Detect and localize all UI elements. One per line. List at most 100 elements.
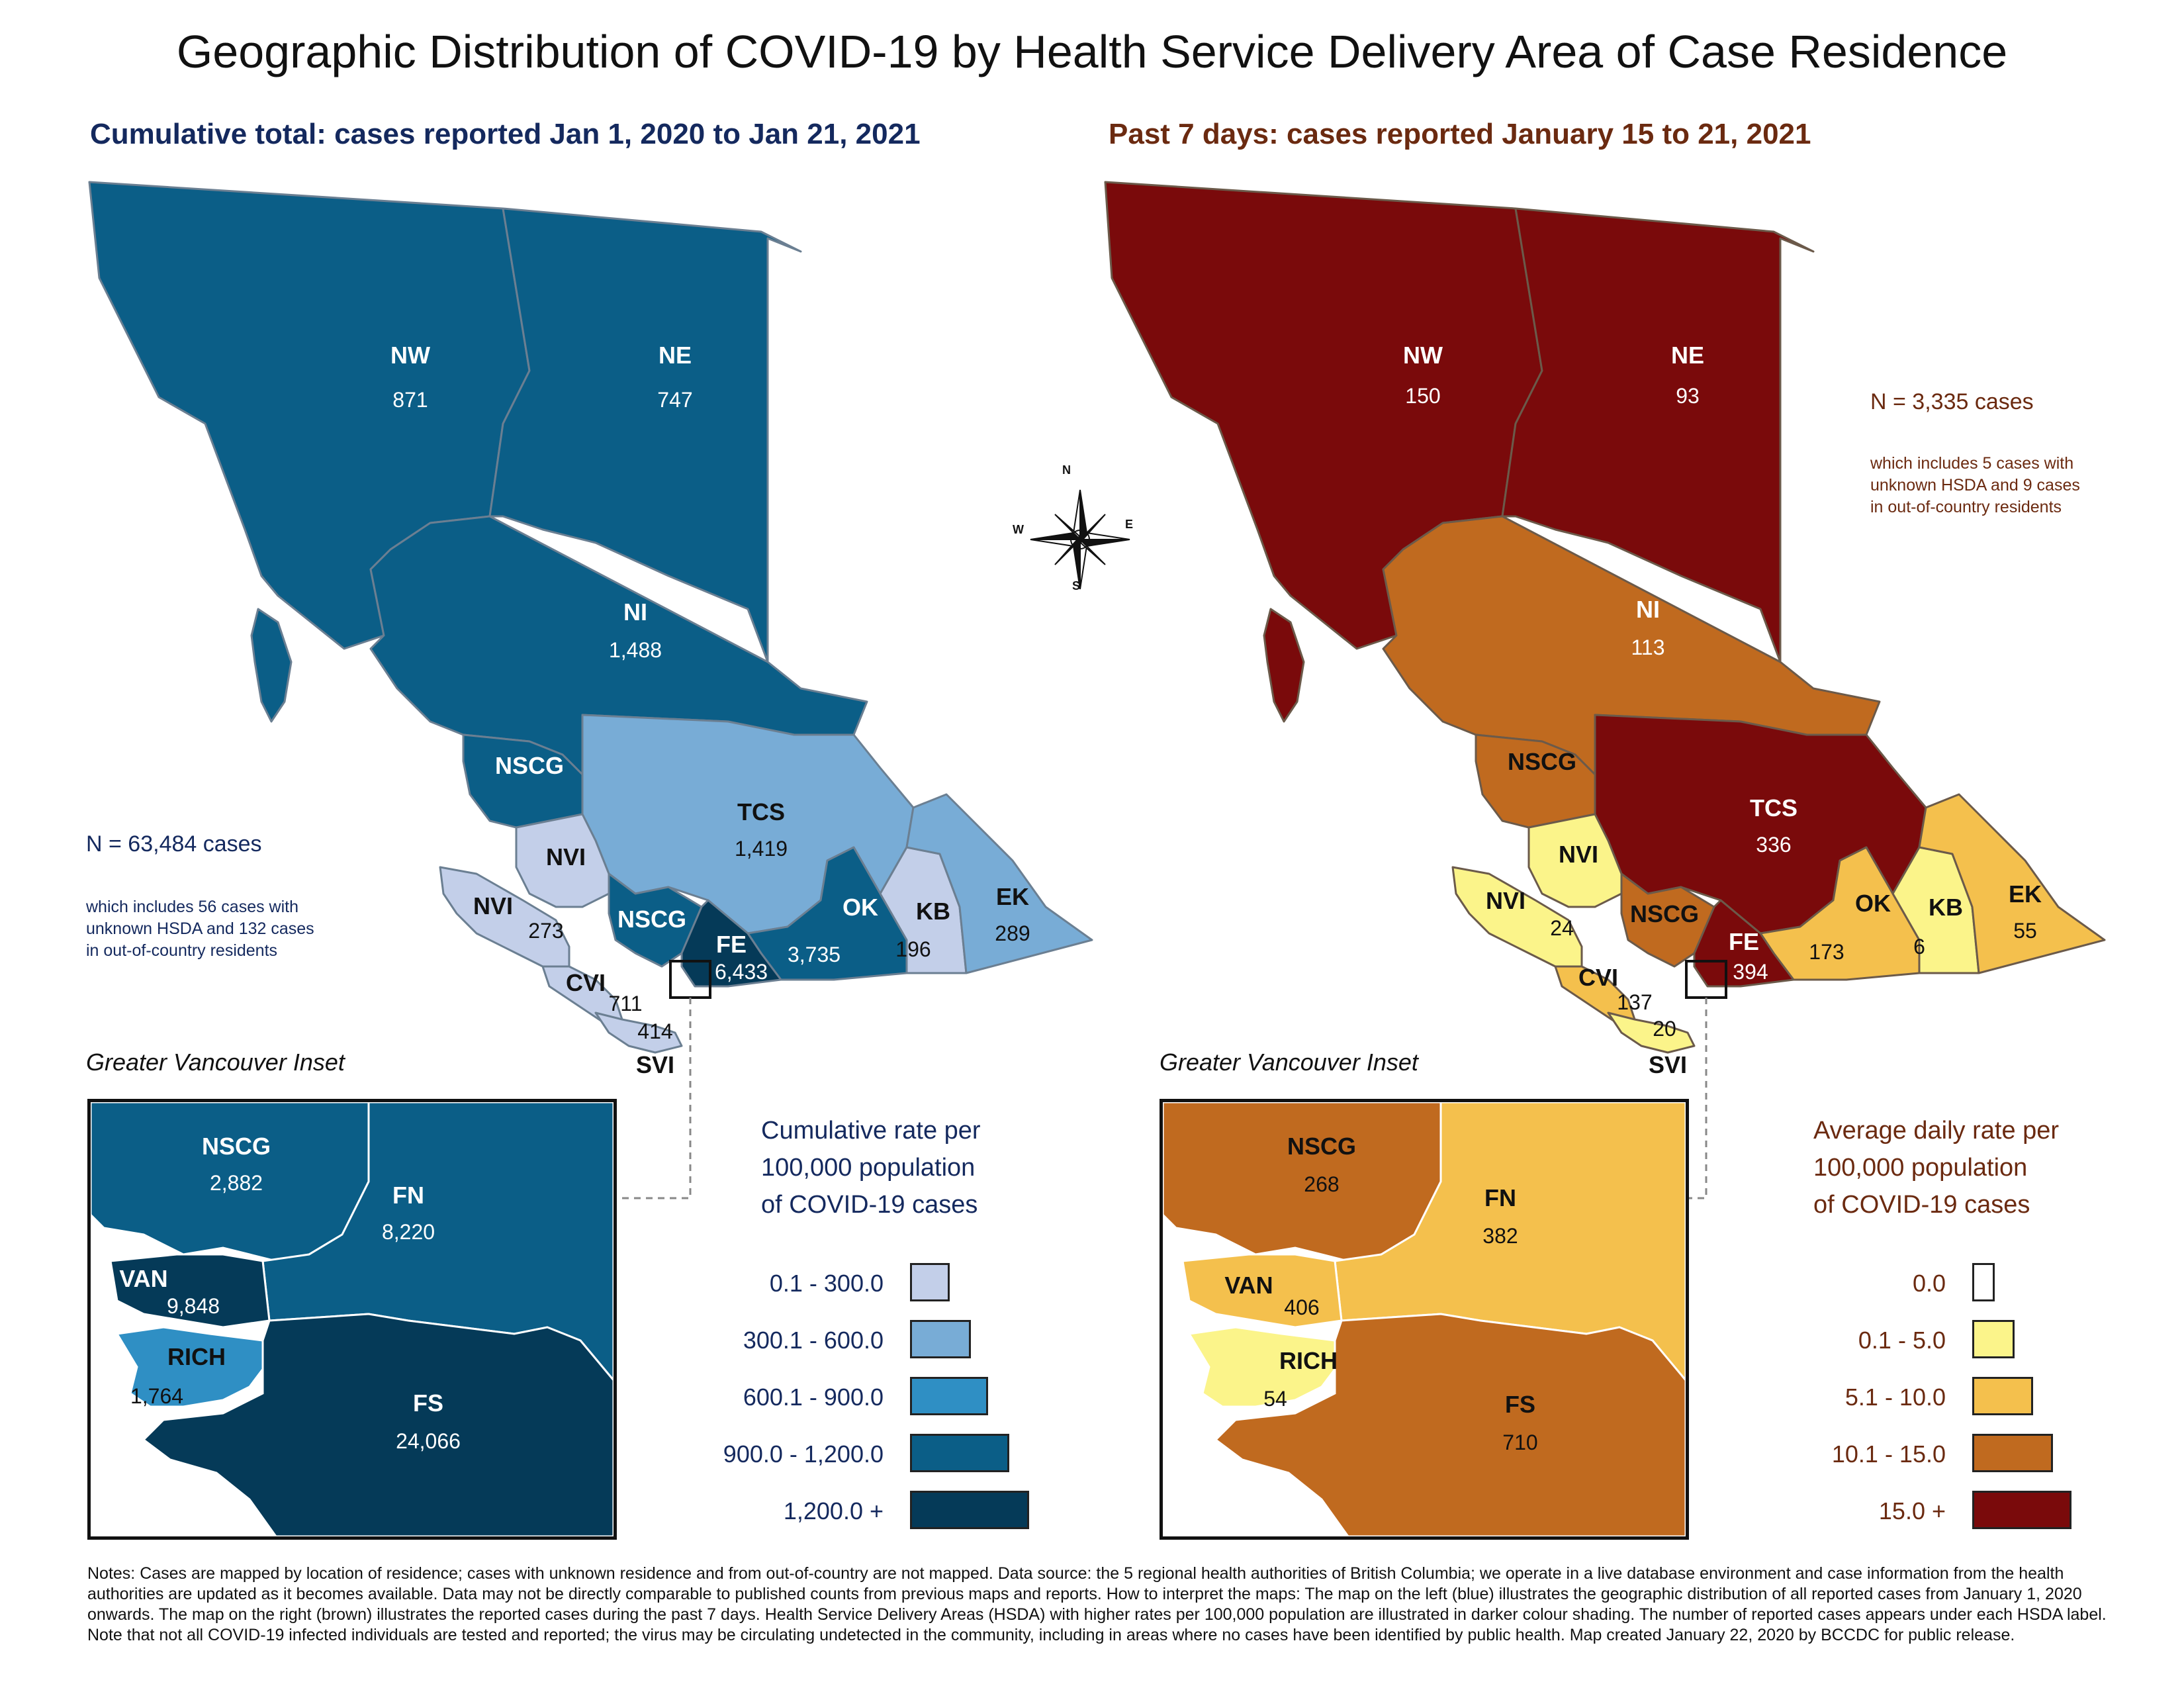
- right-label-ne: NE: [1670, 342, 1704, 369]
- left-label-fe: FE: [715, 931, 747, 958]
- left-label-ni: NI: [623, 598, 647, 626]
- left-legend-title-line-1: Cumulative rate per: [761, 1117, 981, 1145]
- right-value-ne: 93: [1676, 384, 1700, 408]
- region-ne-right: [1501, 207, 1815, 663]
- right-inset-label-rich: RICH: [1279, 1347, 1338, 1374]
- right-legend-label-2: 5.1 - 10.0: [1844, 1383, 1946, 1411]
- right-label-ek: EK: [2008, 880, 2042, 908]
- left-inset-value-fs: 24,066: [396, 1429, 461, 1453]
- left-legend-title-line-2: 100,000 population: [761, 1154, 976, 1182]
- left-value-cvi: 711: [608, 992, 643, 1015]
- left-label-svi: SVI: [635, 1051, 675, 1078]
- left-label-ek: EK: [995, 883, 1029, 910]
- right-legend-label-3: 10.1 - 15.0: [1831, 1440, 1946, 1468]
- compass-w: W: [1013, 523, 1024, 536]
- right-legend-title-line-2: 100,000 population: [1813, 1154, 2028, 1182]
- right-inset-label-fs: FS: [1504, 1391, 1535, 1418]
- right-legend-swatch-1: [1972, 1320, 2015, 1358]
- left-label-nscg-coast: NSCG: [617, 906, 686, 933]
- left-legend-swatch-4: [910, 1491, 1029, 1529]
- left-n-note-line-2: unknown HSDA and 132 cases: [86, 919, 314, 938]
- inset-leader-right: [1681, 998, 1707, 1199]
- right-inset-label-fn: FN: [1484, 1184, 1516, 1211]
- right-legend-title: Average daily rate per 100,000 populatio…: [1813, 1112, 2059, 1223]
- left-inset-value-fn: 8,220: [381, 1220, 435, 1244]
- left-value-svi: 414: [637, 1019, 673, 1043]
- left-inset-svg: [91, 1102, 614, 1536]
- right-value-svi: 20: [1653, 1017, 1676, 1041]
- right-inset-value-fn: 382: [1482, 1224, 1518, 1248]
- left-inset-van: [109, 1253, 271, 1329]
- right-bc-map: [1104, 181, 2106, 1054]
- left-inset-label-fn: FN: [392, 1182, 424, 1209]
- right-inset-value-rich: 54: [1263, 1387, 1287, 1411]
- right-legend-swatch-2: [1972, 1377, 2033, 1415]
- right-label-ni: NI: [1636, 596, 1660, 623]
- right-map-subtitle: Past 7 days: cases reported January 15 t…: [1109, 118, 1811, 150]
- compass-rose-icon: [1030, 489, 1130, 590]
- right-inset-rich: [1187, 1326, 1343, 1408]
- region-ek-right: [1918, 793, 2106, 974]
- right-legend-label-4: 15.0 +: [1878, 1497, 1946, 1524]
- left-value-nw: 871: [392, 388, 428, 412]
- compass-n: N: [1062, 463, 1071, 477]
- left-n-note-line-3: in out-of-country residents: [86, 941, 278, 960]
- right-label-nscg: NSCG: [1507, 748, 1576, 775]
- right-value-kb: 6: [1913, 935, 1925, 959]
- footnotes: Notes: Cases are mapped by location of r…: [87, 1564, 2107, 1644]
- right-value-cvi: 137: [1617, 990, 1653, 1014]
- left-inset-title: Greater Vancouver Inset: [86, 1049, 345, 1076]
- left-label-nscg: NSCG: [494, 752, 564, 779]
- left-legend-label-2: 600.1 - 900.0: [743, 1383, 884, 1411]
- right-label-tcs: TCS: [1750, 794, 1797, 821]
- region-svi-left: [594, 1011, 683, 1054]
- left-legend-title-line-3: of COVID-19 cases: [761, 1191, 978, 1219]
- right-legend-label-1: 0.1 - 5.0: [1858, 1327, 1946, 1354]
- left-legend-label-0: 0.1 - 300.0: [769, 1270, 884, 1297]
- right-value-fe: 394: [1733, 960, 1768, 984]
- right-inset-fs: [1214, 1313, 1686, 1536]
- right-inset-svg: [1163, 1102, 1686, 1536]
- right-value-tcs: 336: [1756, 833, 1792, 857]
- left-inset-label-van: VAN: [119, 1265, 168, 1292]
- right-value-ek: 55: [2013, 919, 2037, 943]
- left-legend-swatch-2: [910, 1377, 988, 1415]
- right-legend-swatch-3: [1972, 1434, 2053, 1472]
- left-value-ni: 1,488: [608, 638, 662, 662]
- compass-e: E: [1125, 518, 1134, 531]
- left-legend-swatch-1: [910, 1320, 971, 1358]
- right-n-note: which includes 5 cases with unknown HSDA…: [1870, 453, 2080, 518]
- left-legend-swatch-0: [910, 1263, 950, 1301]
- right-label-ok: OK: [1855, 890, 1891, 917]
- right-legend-label-0: 0.0: [1912, 1270, 1946, 1297]
- left-label-ok: OK: [842, 894, 878, 921]
- left-bc-map: [88, 181, 1093, 1054]
- left-legend-label-4: 1,200.0 +: [783, 1497, 884, 1524]
- left-inset-label-rich: RICH: [167, 1343, 226, 1370]
- right-label-fe: FE: [1728, 928, 1759, 955]
- compass-s: S: [1072, 579, 1081, 592]
- right-value-nvi: 24: [1550, 916, 1574, 940]
- left-map-subtitle: Cumulative total: cases reported Jan 1, …: [90, 118, 921, 150]
- right-label-svi: SVI: [1648, 1051, 1688, 1078]
- right-label-nw: NW: [1403, 342, 1443, 369]
- right-inset-map: NSCG 268 FN 382 VAN 406 RICH 54 FS 710: [1160, 1099, 1689, 1540]
- right-legend-title-line-1: Average daily rate per: [1813, 1117, 2060, 1145]
- right-value-nw: 150: [1405, 384, 1441, 408]
- right-n-note-line-3: in out-of-country residents: [1870, 498, 2062, 516]
- right-label-nvi: NVI: [1485, 887, 1525, 914]
- left-inset-label-nscg: NSCG: [201, 1133, 271, 1160]
- left-value-ek: 289: [995, 921, 1030, 945]
- left-label-nvi: NVI: [473, 892, 513, 919]
- left-inset-label-fs: FS: [412, 1389, 443, 1417]
- right-label-cvi: CVI: [1578, 964, 1618, 991]
- right-label-kb: KB: [1929, 894, 1963, 921]
- right-legend-title-line-3: of COVID-19 cases: [1813, 1191, 2030, 1219]
- left-label-tcs: TCS: [737, 798, 785, 825]
- left-label-nw: NW: [390, 342, 430, 369]
- region-ek-left: [905, 793, 1093, 974]
- left-inset-value-nscg: 2,882: [209, 1171, 263, 1195]
- right-inset-van: [1181, 1253, 1343, 1329]
- page-title: Geographic Distribution of COVID-19 by H…: [176, 26, 2008, 77]
